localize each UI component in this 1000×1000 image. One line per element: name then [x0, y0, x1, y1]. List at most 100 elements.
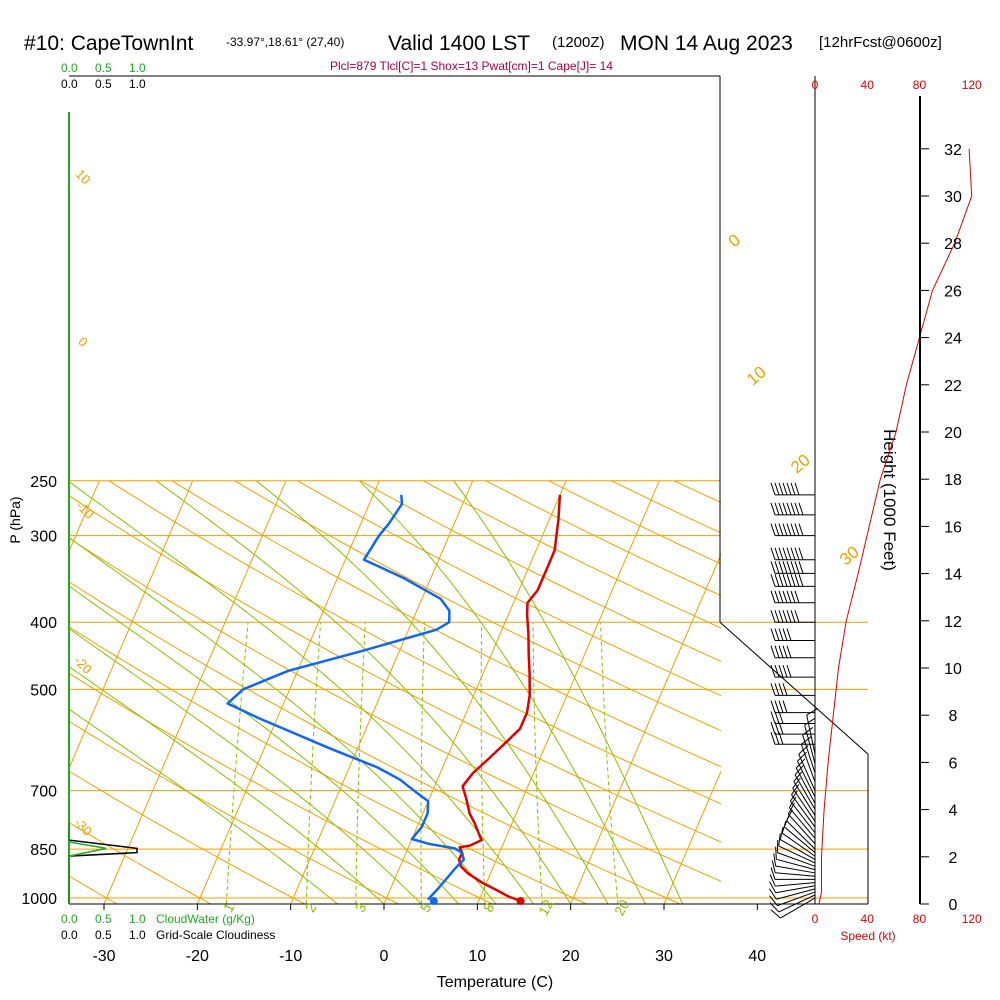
moist-adiabat-line — [358, 480, 646, 904]
profile-clip-group — [226, 494, 562, 903]
mixing-ratio-line — [480, 622, 486, 904]
barb-shaft — [802, 734, 816, 774]
barb-feather — [768, 888, 777, 900]
height-tick-label: 14 — [944, 567, 962, 584]
barb-shaft — [776, 858, 816, 871]
wind-barb — [770, 700, 815, 714]
wind-barb — [770, 561, 815, 574]
height-tick-label: 28 — [944, 236, 962, 253]
isotherm-line — [851, 481, 1000, 904]
isotherm-line — [476, 480, 660, 904]
cloudiness-line — [68, 823, 138, 904]
barb-feather — [798, 523, 804, 536]
speed-tick-top: 0 — [812, 78, 819, 92]
height-tick-label: 0 — [949, 897, 958, 914]
wind-barb — [770, 867, 815, 880]
station-coords: -33.97°,18.61° (27,40) — [226, 35, 344, 49]
wind-barb — [770, 628, 815, 641]
cloudiness-label: Grid-Scale Cloudiness — [156, 928, 275, 942]
bottom-cw-tick: 1.0 — [129, 912, 146, 926]
dry-adiabat-line — [674, 480, 721, 504]
wind-barb — [770, 547, 815, 561]
barb-feather — [769, 902, 780, 913]
barb-shaft — [780, 897, 816, 919]
barb-feather — [770, 664, 776, 678]
speed-tick-bottom: 120 — [962, 912, 982, 926]
barb-feather — [782, 610, 788, 623]
height-tick-label: 12 — [944, 614, 962, 631]
moist-adiabat-line — [69, 481, 534, 904]
barb-feather — [798, 547, 804, 560]
pressure-tick-label: 400 — [30, 615, 57, 632]
barb-feather — [782, 700, 788, 713]
dry-adiabat-line — [69, 720, 399, 904]
barb-shaft — [806, 714, 816, 755]
dry-adiabat-label: -20 — [71, 653, 95, 677]
wind-barb — [770, 897, 816, 919]
barb-feather — [786, 561, 792, 574]
x-axis-title: Temperature (C) — [437, 974, 553, 991]
speed-tick-top: 40 — [861, 78, 875, 92]
barb-feather — [778, 502, 784, 516]
barb-feather — [782, 547, 788, 560]
barb-feather — [778, 833, 781, 847]
frame-right-slant — [719, 621, 869, 904]
barb-feather — [774, 628, 780, 641]
barb-feather — [769, 895, 778, 906]
isotherm-label: 0 — [725, 230, 744, 251]
forecast-info: [12hrFcst@0600z] — [819, 34, 942, 51]
pressure-tick-label: 700 — [30, 784, 57, 801]
pressure-tick-label: 250 — [30, 474, 57, 491]
valid-date: MON 14 Aug 2023 — [620, 32, 793, 55]
barb-feather — [774, 482, 780, 496]
stability-indices: Plcl=879 Tlcl[C]=1 Shox=13 Pwat[cm]=1 Ca… — [330, 59, 613, 73]
speed-tick-bottom: 0 — [812, 912, 819, 926]
barb-feather — [790, 502, 796, 516]
barb-feather — [786, 664, 792, 678]
barb-feather — [774, 711, 780, 724]
barb-feather — [774, 523, 780, 536]
moist-adiabat-line — [453, 480, 684, 904]
barb-feather — [782, 574, 788, 587]
barb-feather — [786, 523, 792, 536]
barb-feather — [794, 574, 800, 587]
barb-feather — [770, 683, 776, 696]
mixing-ratio-label: 12 — [535, 897, 557, 919]
cloudwater-line — [68, 823, 107, 904]
zulu-time: (1200Z) — [552, 34, 605, 51]
barb-feather — [770, 645, 776, 658]
isotherm-line — [290, 480, 474, 904]
mixing-ratio-line — [600, 622, 619, 904]
wind-barb — [791, 784, 816, 828]
isotherm-line — [103, 480, 287, 904]
height-tick-label: 10 — [944, 661, 962, 678]
height-tick-label: 20 — [944, 425, 962, 442]
wind-barb — [779, 827, 816, 860]
temp-tick-label: -20 — [186, 948, 209, 965]
wind-barb — [775, 846, 816, 871]
isotherm-line — [0, 481, 6, 904]
pressure-tick-label: 500 — [30, 682, 57, 699]
barb-feather — [771, 860, 776, 873]
barb-feather — [774, 610, 780, 623]
isotherm-label: 30 — [836, 542, 863, 569]
barb-feather — [786, 645, 792, 658]
wind-barb — [770, 574, 815, 587]
barb-feather — [774, 561, 780, 574]
mixing-ratio-line — [225, 622, 249, 904]
wind-speed-line — [818, 148, 973, 905]
wind-barb — [776, 839, 816, 867]
barb-feather — [794, 610, 800, 623]
barb-feather — [778, 590, 784, 603]
height-tick-label: 26 — [944, 283, 962, 300]
top-cf-tick: 0.0 — [61, 77, 78, 91]
moist-adiabat-line — [255, 480, 609, 904]
barb-feather — [782, 590, 788, 603]
wind-barb — [795, 758, 816, 804]
barb-feather — [789, 790, 798, 802]
barb-feather — [778, 610, 784, 623]
temp-tick-label: 30 — [655, 948, 673, 965]
barb-feather — [778, 700, 784, 713]
barb-feather — [770, 700, 776, 713]
barb-shaft — [775, 872, 816, 877]
